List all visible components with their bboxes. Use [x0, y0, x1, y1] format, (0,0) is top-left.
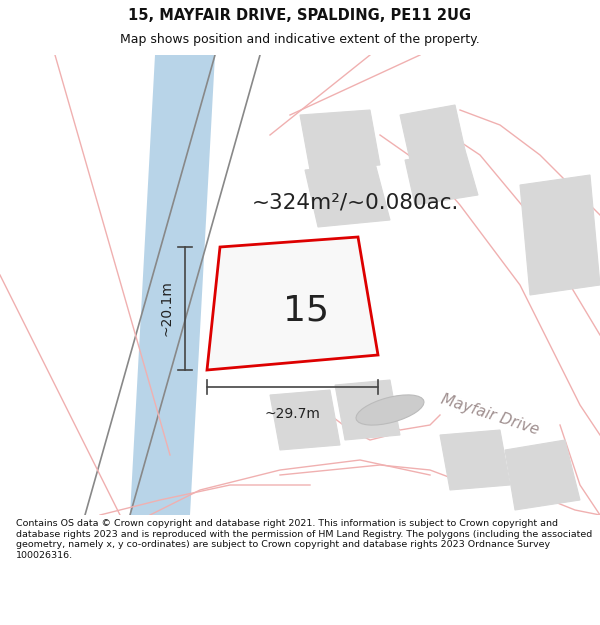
- Text: Map shows position and indicative extent of the property.: Map shows position and indicative extent…: [120, 33, 480, 46]
- Polygon shape: [270, 390, 340, 450]
- Text: ~29.7m: ~29.7m: [265, 407, 320, 421]
- Text: Mayfair Drive: Mayfair Drive: [439, 392, 541, 438]
- Text: 15, MAYFAIR DRIVE, SPALDING, PE11 2UG: 15, MAYFAIR DRIVE, SPALDING, PE11 2UG: [128, 8, 472, 23]
- Polygon shape: [207, 237, 378, 370]
- Polygon shape: [300, 110, 380, 170]
- Polygon shape: [305, 163, 390, 227]
- Text: ~324m²/~0.080ac.: ~324m²/~0.080ac.: [251, 193, 458, 213]
- Text: ~20.1m: ~20.1m: [159, 281, 173, 336]
- Polygon shape: [505, 440, 580, 510]
- Polygon shape: [335, 380, 400, 440]
- Polygon shape: [520, 175, 600, 295]
- Polygon shape: [400, 105, 465, 160]
- Polygon shape: [130, 55, 215, 515]
- Polygon shape: [440, 430, 510, 490]
- Text: 15: 15: [283, 293, 329, 328]
- Text: Contains OS data © Crown copyright and database right 2021. This information is : Contains OS data © Crown copyright and d…: [16, 519, 592, 559]
- Polygon shape: [405, 150, 478, 205]
- Ellipse shape: [356, 395, 424, 425]
